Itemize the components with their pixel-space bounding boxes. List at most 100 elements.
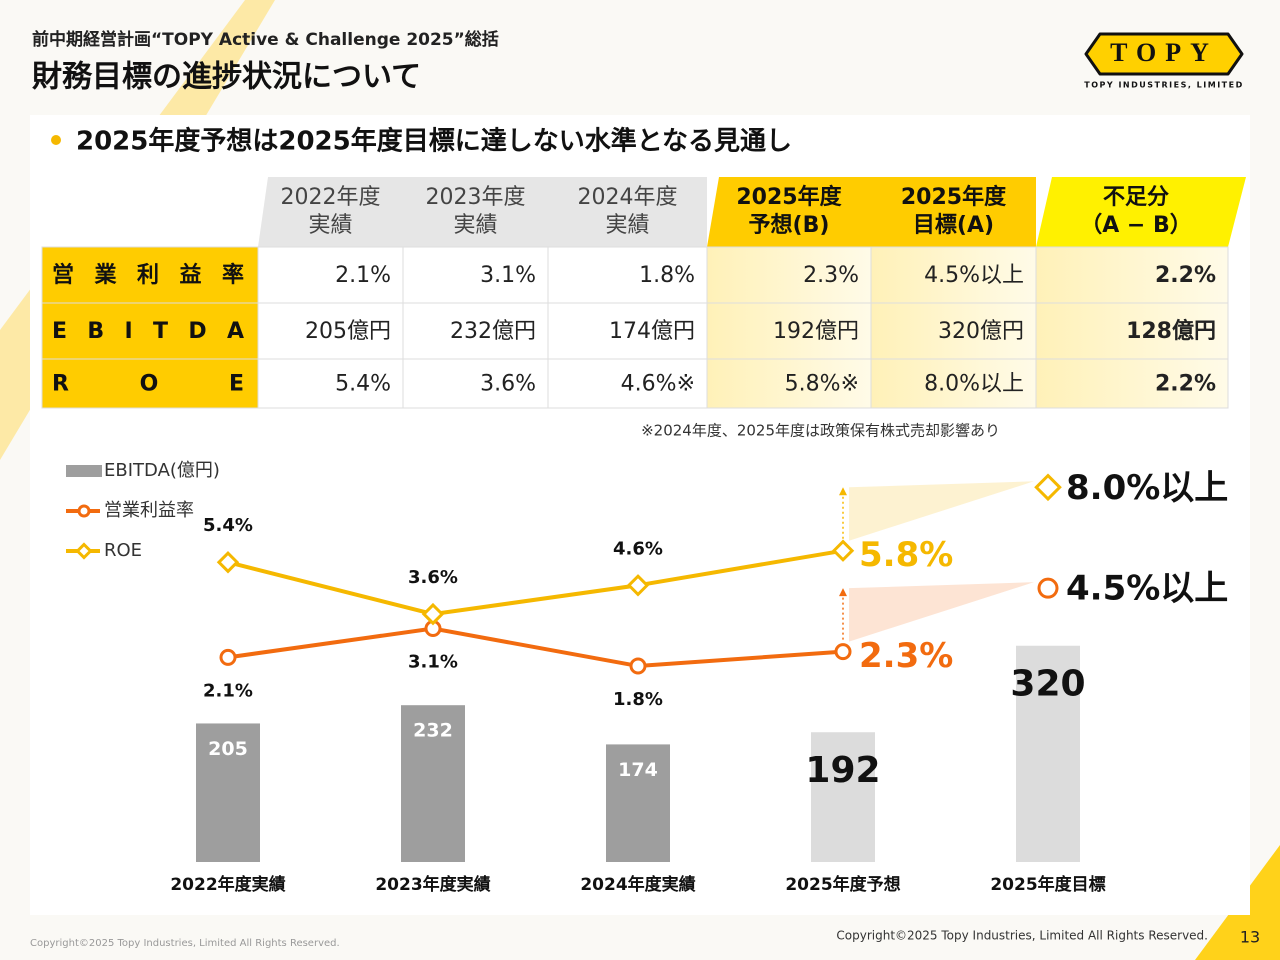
table-value: 4.5%以上 — [924, 263, 1024, 288]
x-tick-label: 2023年度実績 — [375, 874, 490, 895]
column-header: 予想(B) — [749, 213, 830, 238]
table-value: 232億円 — [450, 319, 536, 344]
legend-marker — [77, 504, 91, 518]
table-cell — [547, 246, 708, 304]
table-value: 2.2% — [1155, 263, 1216, 288]
table-value: 320億円 — [938, 319, 1024, 344]
table-cell — [547, 358, 708, 409]
value-label: 3.6% — [408, 567, 458, 588]
column-header: 2024年度 — [578, 185, 678, 210]
legend-label: ROE — [104, 540, 142, 561]
table-value: 3.1% — [480, 263, 536, 288]
copyright: Copyright©2025 Topy Industries, Limited … — [30, 938, 340, 949]
column-header: 2025年度 — [736, 184, 842, 210]
legend-label: 営業利益率 — [104, 500, 194, 521]
table-cell — [1035, 246, 1229, 304]
column-header: 実績 — [308, 213, 352, 238]
target-label: 8.0%以上 — [1066, 468, 1228, 508]
legend-swatch — [66, 465, 102, 477]
page-number: 13 — [1240, 928, 1260, 947]
table-value: 5.8%※ — [785, 372, 859, 397]
column-header: 2023年度 — [426, 185, 526, 210]
x-tick-label: 2025年度予想 — [785, 874, 900, 895]
column-header: 実績 — [453, 213, 497, 238]
legend-marker — [75, 542, 93, 560]
line-point — [626, 574, 650, 597]
value-label: 1.8% — [613, 689, 663, 710]
table-value: 5.4% — [335, 372, 391, 397]
logo-caption: TOPY INDUSTRIES, LIMITED — [1084, 81, 1244, 90]
line-point — [834, 643, 852, 661]
table-value: 192億円 — [773, 319, 859, 344]
x-tick-label: 2024年度実績 — [580, 874, 695, 895]
logo-shape — [1084, 32, 1244, 76]
table-cell — [257, 302, 404, 360]
forecast-label: 2.3% — [859, 636, 953, 676]
column-header: 実績 — [605, 213, 649, 238]
bullet-text: 2025年度予想は2025年度目標に達しない水準となる見通し — [76, 126, 792, 157]
table-cell — [870, 302, 1037, 360]
table-note: ※2024年度、2025年度は政策保有株式売却影響あり — [641, 422, 1000, 440]
table-cell — [402, 246, 549, 304]
table-value: 205億円 — [305, 319, 391, 344]
bar-label: 320 — [1010, 664, 1085, 705]
line-point — [831, 539, 855, 562]
bar — [196, 723, 260, 862]
column-header: 目標(A) — [913, 213, 994, 238]
bar — [811, 732, 875, 862]
header-cell — [871, 177, 1036, 247]
bar-label: 174 — [618, 759, 658, 781]
header-cell — [258, 177, 403, 247]
column-header: 2022年度 — [281, 185, 381, 210]
table-cell — [706, 358, 872, 409]
table-value: 4.6%※ — [621, 372, 695, 397]
title: 財務目標の進捗状況について — [32, 60, 421, 95]
column-header: 不足分 — [1103, 185, 1169, 210]
table-value: 2.2% — [1155, 372, 1216, 397]
header-cell — [1036, 177, 1246, 247]
table-cell — [402, 358, 549, 409]
x-tick-label: 2022年度実績 — [170, 874, 285, 895]
column-header: （A − B） — [1080, 213, 1192, 238]
table-cell — [257, 246, 404, 304]
table-cell — [1035, 358, 1229, 409]
row-header-cell — [41, 358, 259, 409]
logo: TOPY — [1110, 38, 1218, 67]
copyright: Copyright©2025 Topy Industries, Limited … — [836, 929, 1208, 943]
bar — [401, 705, 465, 862]
bar — [1016, 645, 1080, 862]
table-cell — [870, 358, 1037, 409]
gap-arrowhead — [839, 588, 847, 597]
line — [227, 548, 844, 617]
bar-label: 232 — [413, 720, 453, 742]
bullet-dot — [51, 135, 61, 145]
line-point — [216, 551, 240, 574]
table-value: 8.0%以上 — [924, 372, 1024, 397]
line — [227, 626, 844, 669]
table-value: 2.3% — [803, 263, 859, 288]
table-value: 3.6% — [480, 372, 536, 397]
table-value: 1.8% — [639, 263, 695, 288]
row-header-cell — [41, 302, 259, 360]
gap-arrowhead — [839, 487, 847, 496]
value-label: 3.1% — [408, 652, 458, 673]
column-header: 2025年度 — [901, 184, 1007, 210]
table-value: 128億円 — [1126, 318, 1216, 344]
target-label: 4.5%以上 — [1066, 569, 1228, 609]
table-value: 174億円 — [609, 319, 695, 344]
table-cell — [402, 302, 549, 360]
forecast-label: 5.8% — [859, 535, 953, 575]
value-label: 5.4% — [203, 515, 253, 536]
bar — [606, 744, 670, 862]
subtitle: 前中期経営計画“TOPY Active & Challenge 2025”総括 — [32, 29, 499, 50]
value-label: 4.6% — [613, 538, 663, 559]
table-cell — [870, 246, 1037, 304]
header-cell — [403, 177, 548, 247]
table-cell — [1035, 302, 1229, 360]
header-cell — [548, 177, 707, 247]
gap-shade — [849, 481, 1034, 541]
line-point — [219, 648, 237, 666]
line-point — [421, 602, 445, 626]
bar-label: 192 — [805, 750, 880, 791]
